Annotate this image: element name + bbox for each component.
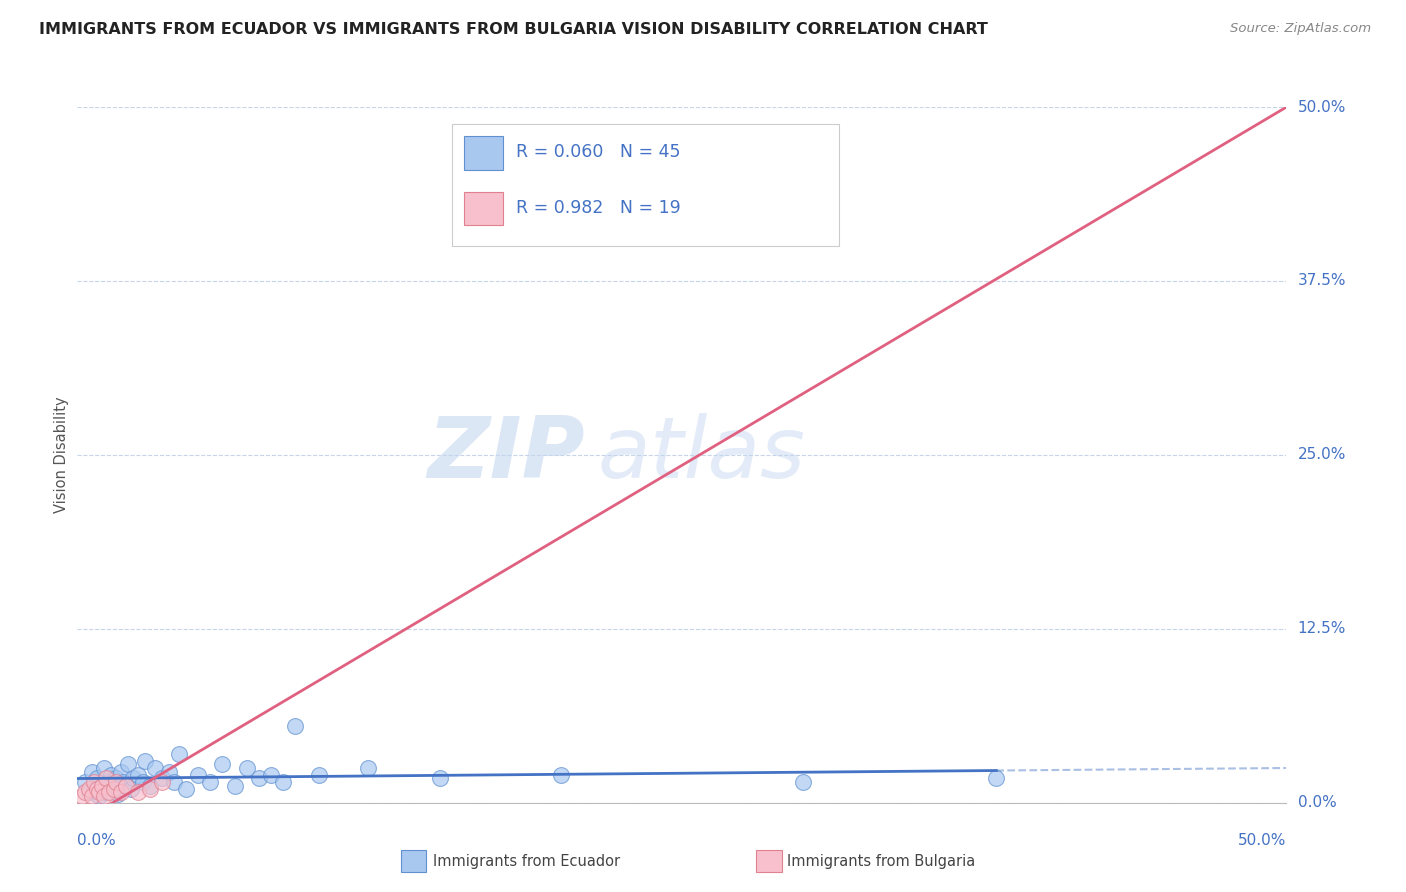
- Point: [114, 779, 136, 793]
- Point: [79, 781, 101, 796]
- Point: [87, 789, 110, 803]
- Point: [150, 771, 173, 785]
- Point: [247, 771, 270, 785]
- Point: [143, 761, 166, 775]
- Point: [86, 781, 108, 796]
- Point: [167, 747, 190, 761]
- Text: ZIP: ZIP: [427, 413, 585, 497]
- Point: [744, 184, 766, 198]
- Point: [157, 765, 180, 780]
- Text: atlas: atlas: [598, 413, 806, 497]
- Text: R = 0.982   N = 19: R = 0.982 N = 19: [516, 199, 681, 217]
- Point: [86, 771, 108, 785]
- Point: [73, 775, 96, 789]
- Point: [73, 785, 96, 799]
- Point: [792, 775, 814, 789]
- Point: [211, 756, 233, 771]
- Point: [139, 781, 162, 796]
- Point: [163, 775, 186, 789]
- Point: [187, 768, 209, 782]
- Point: [131, 775, 153, 789]
- Text: 25.0%: 25.0%: [1298, 448, 1346, 462]
- Point: [70, 789, 93, 803]
- Point: [105, 771, 128, 785]
- Text: 0.0%: 0.0%: [77, 833, 117, 848]
- Point: [93, 761, 115, 775]
- Point: [120, 781, 142, 796]
- Text: Immigrants from Bulgaria: Immigrants from Bulgaria: [787, 855, 976, 869]
- Point: [103, 781, 125, 796]
- Point: [110, 765, 132, 780]
- Point: [139, 779, 162, 793]
- Point: [110, 785, 132, 799]
- FancyBboxPatch shape: [453, 124, 839, 246]
- Text: 37.5%: 37.5%: [1298, 274, 1346, 288]
- Text: 50.0%: 50.0%: [1239, 833, 1286, 848]
- Point: [284, 719, 307, 733]
- Point: [100, 768, 122, 782]
- Point: [80, 789, 103, 803]
- Point: [200, 775, 222, 789]
- Point: [105, 775, 128, 789]
- Text: R = 0.060   N = 45: R = 0.060 N = 45: [516, 144, 681, 161]
- Text: 12.5%: 12.5%: [1298, 622, 1346, 636]
- Point: [93, 789, 115, 803]
- Point: [117, 756, 139, 771]
- Point: [96, 771, 118, 785]
- Point: [87, 785, 110, 799]
- Point: [260, 768, 283, 782]
- Point: [97, 785, 120, 799]
- Point: [550, 768, 572, 782]
- Point: [112, 775, 135, 789]
- Point: [127, 785, 149, 799]
- Text: 50.0%: 50.0%: [1298, 100, 1346, 114]
- Point: [103, 781, 125, 796]
- Point: [83, 781, 105, 796]
- Point: [80, 765, 103, 780]
- Point: [79, 785, 101, 799]
- Point: [986, 771, 1008, 785]
- Point: [429, 771, 451, 785]
- Point: [150, 775, 173, 789]
- Point: [107, 788, 129, 802]
- Point: [83, 775, 105, 789]
- Text: IMMIGRANTS FROM ECUADOR VS IMMIGRANTS FROM BULGARIA VISION DISABILITY CORRELATIO: IMMIGRANTS FROM ECUADOR VS IMMIGRANTS FR…: [39, 22, 988, 37]
- Text: Immigrants from Ecuador: Immigrants from Ecuador: [433, 855, 620, 869]
- Point: [96, 785, 118, 799]
- Point: [90, 779, 112, 793]
- Point: [97, 775, 120, 789]
- Text: Source: ZipAtlas.com: Source: ZipAtlas.com: [1230, 22, 1371, 36]
- Point: [308, 768, 330, 782]
- Y-axis label: Vision Disability: Vision Disability: [53, 397, 69, 513]
- Point: [224, 779, 246, 793]
- Point: [271, 775, 294, 789]
- Point: [134, 754, 156, 768]
- Point: [235, 761, 257, 775]
- Point: [127, 768, 149, 782]
- Point: [90, 779, 112, 793]
- Point: [356, 761, 378, 775]
- Point: [174, 781, 197, 796]
- Point: [122, 771, 145, 785]
- Text: 0.0%: 0.0%: [1298, 796, 1336, 810]
- Point: [114, 779, 136, 793]
- Bar: [464, 136, 503, 169]
- Bar: [464, 192, 503, 226]
